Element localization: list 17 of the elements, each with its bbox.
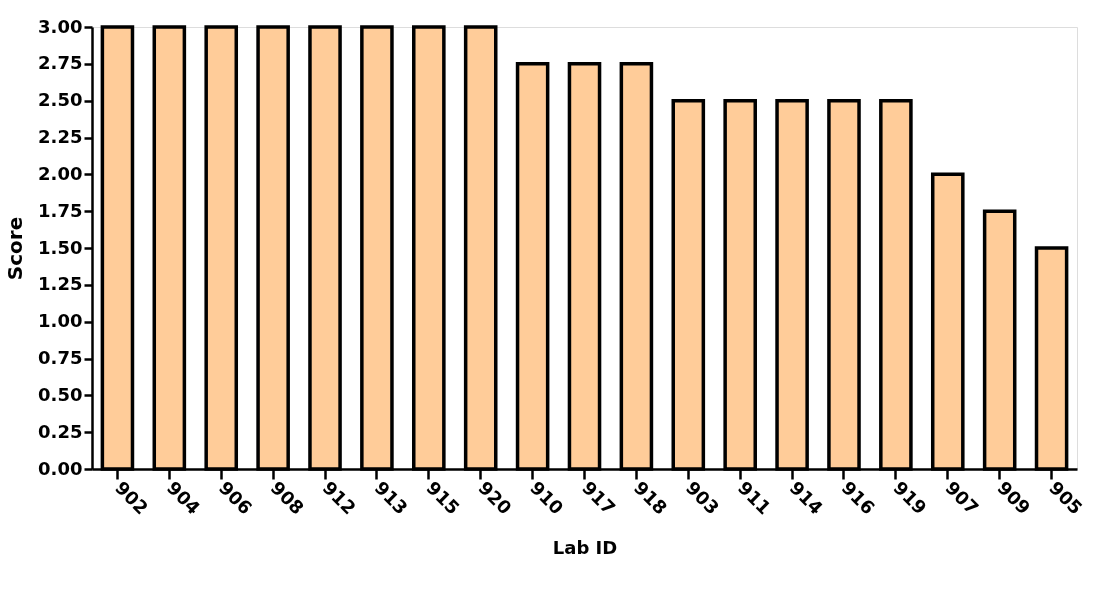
y-tick-label: 1.75 bbox=[38, 199, 83, 221]
x-axis-title: Lab ID bbox=[552, 537, 618, 559]
y-tick-label: 2.50 bbox=[38, 89, 83, 111]
y-tick-label: 0.75 bbox=[38, 347, 83, 368]
y-tick-label: 1.50 bbox=[38, 236, 83, 258]
y-tick-label: 2.00 bbox=[38, 162, 83, 184]
y-tick-label: 1.25 bbox=[38, 273, 83, 295]
y-tick-label: 3.00 bbox=[38, 15, 83, 37]
y-tick-label: 2.75 bbox=[38, 52, 83, 74]
y-tick-label: 1.00 bbox=[38, 310, 83, 332]
y-tick-label: 2.25 bbox=[38, 126, 83, 147]
y-tick-label: 0.25 bbox=[38, 420, 83, 442]
y-tick-label: 0.00 bbox=[38, 457, 83, 479]
y-tick-label: 0.50 bbox=[38, 383, 83, 405]
y-axis-title: Score bbox=[3, 216, 28, 281]
x-tick-label: 907 bbox=[941, 477, 983, 519]
x-tick-label: 917 bbox=[578, 477, 620, 519]
